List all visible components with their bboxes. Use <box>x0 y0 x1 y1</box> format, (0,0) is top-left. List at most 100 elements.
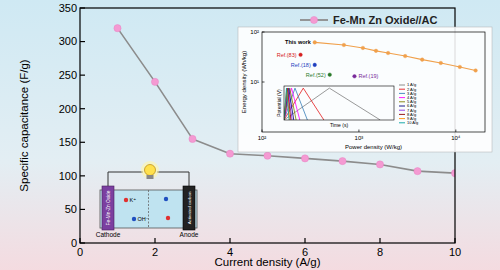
anode-label: Anode <box>180 231 199 238</box>
x-tick <box>154 238 155 243</box>
y-tick <box>262 82 265 83</box>
legend-line <box>399 85 405 86</box>
x-tick-label: 10⁴ <box>451 135 461 141</box>
series-line <box>284 88 380 120</box>
legend-line <box>399 114 405 115</box>
legend-line <box>399 93 405 94</box>
chart-1: 10²10³10⁴10¹10²Power density (W/kg)Energ… <box>238 27 492 152</box>
legend: Fe-Mn Zn Oxide//AC <box>300 14 438 26</box>
legend-label: Fe-Mn Zn Oxide//AC <box>333 14 438 26</box>
wire <box>108 172 143 186</box>
series-line <box>284 88 324 120</box>
chart-2: Time (s)Potential (V)1 A/g2 A/g3 A/g4 A/… <box>276 82 419 128</box>
x-tick <box>358 130 359 133</box>
legend-line <box>399 97 405 98</box>
x-axis-label: Power density (W/kg) <box>345 144 402 150</box>
y-axis-label: Energy density (Wh/kg) <box>241 51 247 113</box>
ion <box>124 198 128 202</box>
data-point <box>313 63 317 67</box>
data-point <box>474 69 478 73</box>
y-axis-label: Potential (V) <box>276 89 282 117</box>
x-tick <box>455 130 456 133</box>
legend: 1 A/g2 A/g3 A/g4 A/g5 A/g6 A/g7 A/g8 A/g… <box>399 82 418 125</box>
x-tick-label: 10² <box>258 135 267 141</box>
cathode-material: Fe-Mn-Zn Oxide <box>106 190 111 225</box>
bulb-glow <box>141 161 159 179</box>
bulb <box>145 165 156 176</box>
series-line <box>315 42 476 70</box>
ion-label: OH⁻ <box>138 216 149 222</box>
separator <box>148 190 149 228</box>
data-point <box>403 54 407 58</box>
cathode <box>102 186 114 230</box>
data-point <box>151 78 158 85</box>
data-point <box>414 168 421 175</box>
y-tick-label: 100 <box>59 170 77 182</box>
data-point <box>376 161 383 168</box>
anode <box>183 186 195 230</box>
y-tick-label: 350 <box>59 2 77 14</box>
ion-label: K⁺ <box>130 197 137 203</box>
data-point <box>458 65 462 69</box>
x-tick-label: 0 <box>77 246 83 258</box>
x-tick-label: 2 <box>152 246 158 258</box>
y-tick-label: 200 <box>59 103 77 115</box>
legend-label: 10 A/g <box>407 120 418 125</box>
x-tick <box>379 238 380 243</box>
data-point <box>264 152 271 159</box>
series-line <box>284 88 296 120</box>
legend-line <box>399 122 405 123</box>
bulb-base <box>147 175 154 179</box>
chart-root: 0246810050100150200250300350Current dens… <box>0 0 500 270</box>
series-line <box>284 88 307 120</box>
y-tick <box>80 108 85 109</box>
plot-data <box>299 41 478 79</box>
series-line <box>284 88 300 120</box>
series-line <box>284 88 291 120</box>
data-point <box>313 41 317 45</box>
wire <box>157 172 189 186</box>
data-point <box>420 58 424 62</box>
legend-line <box>399 118 405 119</box>
background <box>0 0 500 270</box>
data-point <box>328 73 332 77</box>
legend-line <box>399 110 405 111</box>
device-schematic: Fe-Mn-Zn OxideActivated carbonCathodeAno… <box>96 161 199 238</box>
data-point <box>339 157 346 164</box>
legend-line <box>399 101 405 102</box>
series-annotation: Ref.(52) <box>306 72 326 78</box>
plot-frame <box>284 86 394 120</box>
y-tick <box>80 41 85 42</box>
legend-line <box>399 89 405 90</box>
anode-material: Activated carbon <box>187 191 192 224</box>
y-tick-label: 0 <box>71 237 77 249</box>
data-point <box>353 75 357 79</box>
inset-background <box>238 27 492 152</box>
x-tick <box>304 238 305 243</box>
y-tick <box>80 75 85 76</box>
x-tick <box>229 238 230 243</box>
plot-data <box>284 88 380 120</box>
series-line <box>284 88 289 120</box>
data-point <box>299 53 303 57</box>
plot-frame <box>262 32 485 132</box>
data-point <box>301 155 308 162</box>
x-tick-label: 10 <box>449 246 461 258</box>
series-line <box>284 88 294 120</box>
y-tick-label: 10¹ <box>250 79 259 85</box>
y-tick <box>80 175 85 176</box>
y-axis-label: Specific capacitance (F/g) <box>18 59 30 191</box>
series-annotation: Ref.(83) <box>277 52 297 58</box>
data-point <box>361 46 365 50</box>
series-line <box>284 88 290 120</box>
data-point <box>114 25 121 32</box>
series-annotation: This work <box>285 39 312 45</box>
ion <box>164 197 168 201</box>
ion <box>132 217 136 221</box>
data-point <box>189 135 196 142</box>
y-tick <box>80 142 85 143</box>
data-point <box>386 51 390 55</box>
y-tick-label: 50 <box>65 203 77 215</box>
x-tick-label: 8 <box>377 246 383 258</box>
legend-line <box>399 106 405 107</box>
